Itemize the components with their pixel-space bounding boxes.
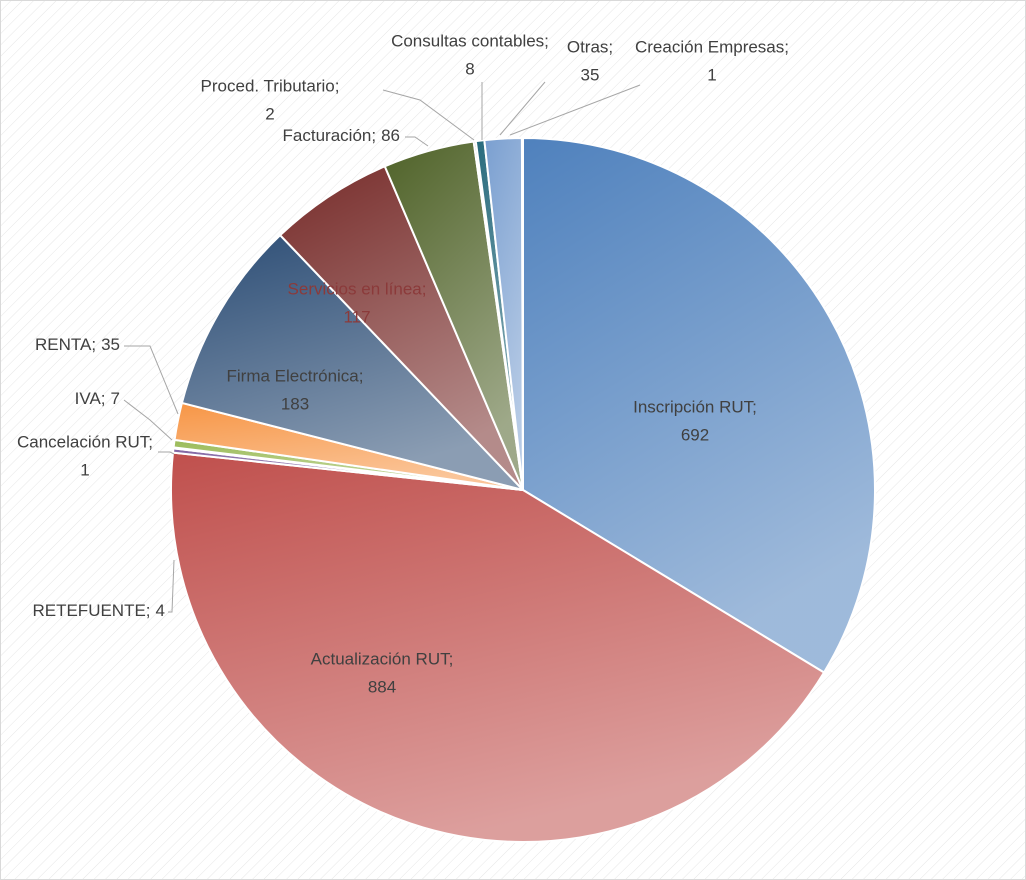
data-label-value: 2 xyxy=(265,104,274,123)
slice-shading xyxy=(484,138,523,490)
data-label-name: Servicios en línea; xyxy=(288,279,427,298)
leader-line xyxy=(509,84,641,136)
data-label-name: Otras; xyxy=(567,37,613,56)
data-label-name: Proced. Tributario; xyxy=(201,76,340,95)
data-label-name: RENTA; xyxy=(35,335,96,354)
data-label-value: 692 xyxy=(681,425,709,444)
slice-shading xyxy=(181,235,524,490)
data-label-value: 1 xyxy=(707,65,716,84)
data-label-name: Cancelación RUT; xyxy=(17,432,153,451)
leader-line xyxy=(382,89,475,141)
data-label-name: Facturación; xyxy=(283,126,377,145)
leader-line xyxy=(124,345,179,415)
data-label-value: 1 xyxy=(80,460,89,479)
leader-line xyxy=(168,559,175,613)
data-label-value: 4 xyxy=(156,601,165,620)
data-label: Facturación; 86 xyxy=(283,126,400,145)
leader-line xyxy=(123,399,173,441)
data-label-value: 86 xyxy=(381,126,400,145)
slices xyxy=(170,136,876,843)
leader-line xyxy=(499,81,546,136)
data-label-name: RETEFUENTE; xyxy=(32,601,150,620)
leader-line xyxy=(158,451,175,455)
slice-shading xyxy=(475,140,523,490)
data-label: RENTA; 35 xyxy=(35,335,120,354)
slice-shading xyxy=(384,141,523,490)
labels: Inscripción RUT; 692 Actualización RUT; 884… xyxy=(17,31,789,696)
data-label-value: 35 xyxy=(581,65,600,84)
data-label-value: 884 xyxy=(368,677,396,696)
data-label-name: IVA; xyxy=(75,389,106,408)
data-label-name: Firma Electrónica; xyxy=(227,366,364,385)
slice-shading xyxy=(171,452,825,843)
data-label-value: 8 xyxy=(465,59,474,78)
data-label-name: Creación Empresas; xyxy=(635,37,789,56)
data-label: IVA; 7 xyxy=(75,389,120,408)
data-label-name: Consultas contables; xyxy=(391,31,549,50)
slice-shading xyxy=(521,138,523,490)
data-label-value: 117 xyxy=(343,307,370,326)
data-label-name: Inscripción RUT; xyxy=(633,397,757,416)
data-label-name: Actualización RUT; xyxy=(311,649,454,668)
slice-shading xyxy=(523,138,876,673)
data-label: RETEFUENTE; 4 xyxy=(32,601,165,620)
data-label-value: 35 xyxy=(101,335,120,354)
data-label-value: 7 xyxy=(111,389,120,408)
slice-shading xyxy=(280,166,523,490)
data-label-value: 183 xyxy=(281,394,309,413)
leader-line xyxy=(405,136,429,147)
